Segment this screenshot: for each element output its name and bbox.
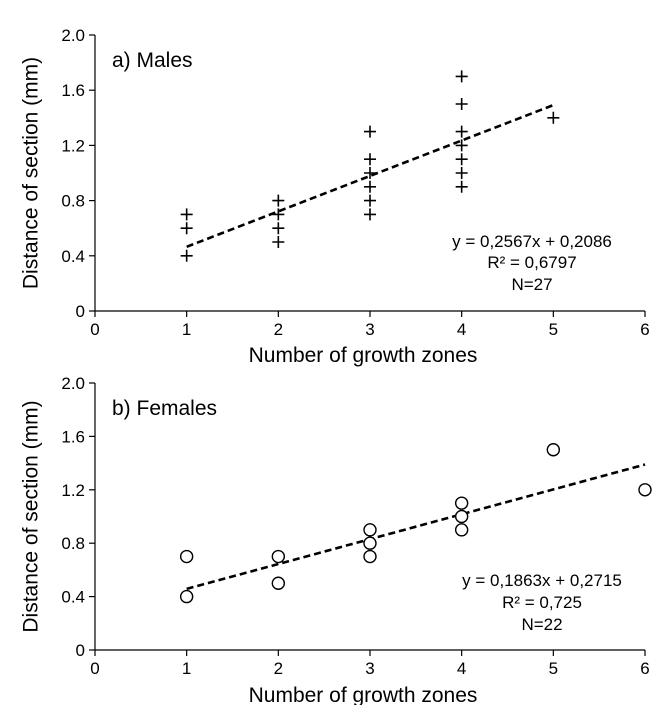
chart-panel-females: 0 1 2 3 4 5 6 0 0.4 0.8 1.2 1.6 2.0 Number of growth …	[20, 374, 652, 705]
y-axis-title: Distance of section (mm)	[20, 57, 43, 289]
x-tick-label: 4	[457, 320, 466, 339]
data-point-circle	[363, 536, 377, 550]
data-point-plus	[272, 222, 285, 235]
x-tick-label: 6	[640, 659, 649, 678]
y-axis-title: Distance of section (mm)	[20, 400, 43, 632]
x-tick-label: 3	[365, 659, 374, 678]
x-tick-label: 5	[549, 320, 558, 339]
data-point-plus	[180, 208, 193, 221]
data-point-plus	[455, 153, 468, 166]
data-point-circle	[454, 523, 469, 537]
data-point-plus	[455, 125, 468, 138]
x-tick-label: 0	[90, 320, 99, 339]
y-tick-label: 0	[76, 641, 85, 660]
y-tick-label: 2.0	[61, 26, 85, 45]
y-tick-label: 1.6	[61, 81, 85, 100]
y-tick-label: 0.4	[61, 247, 85, 266]
data-point-plus	[455, 180, 468, 193]
data-point-circle	[454, 509, 469, 524]
y-tick-label: 0.8	[61, 192, 85, 211]
data-point-plus	[364, 180, 376, 193]
regression-annotation: N=22	[521, 615, 562, 634]
y-tick-label: 2.0	[61, 374, 85, 393]
x-tick-label: 2	[274, 320, 283, 339]
data-point-circle	[271, 549, 286, 564]
data-point-plus	[272, 194, 285, 207]
data-point-plus	[364, 125, 376, 138]
x-tick-label: 1	[182, 659, 191, 678]
x-tick-label: 6	[640, 320, 649, 339]
panel-label: a) Males	[112, 49, 193, 72]
trend-line	[186, 463, 646, 591]
data-point-circle	[179, 549, 194, 564]
data-point-plus	[364, 208, 376, 221]
x-axis-title: Number of growth zones	[249, 344, 478, 367]
regression-annotation: R² = 0,6797	[487, 253, 576, 272]
regression-annotation: y = 0,1863x + 0,2715	[462, 571, 622, 590]
data-point-circle	[179, 589, 194, 604]
data-point-plus	[364, 194, 376, 207]
data-point-plus	[547, 111, 560, 124]
data-point-plus	[455, 70, 468, 83]
regression-annotation: N=27	[511, 275, 552, 294]
data-point-plus	[364, 153, 376, 166]
data-point-circle	[363, 549, 377, 564]
regression-annotation: R² = 0,725	[502, 593, 582, 612]
y-tick-label: 1.6	[61, 427, 85, 446]
data-point-circle	[454, 496, 469, 510]
y-tick-label: 0.8	[61, 534, 85, 553]
x-tick-label: 1	[182, 320, 191, 339]
data-point-circle	[363, 523, 377, 537]
panel-label: b) Females	[112, 397, 217, 420]
chart-panel-males: 0 1 2 3 4 5 6 0 0.4 0.8 1.2 1.6 2.0 Number of growth …	[20, 26, 650, 367]
data-point-plus	[180, 249, 193, 262]
data-point-plus	[364, 167, 376, 179]
data-point-circle	[271, 576, 286, 590]
data-point-circle	[546, 443, 561, 457]
data-point-plus	[272, 208, 285, 221]
y-tick-label: 0.4	[61, 588, 85, 607]
data-point-circle	[638, 483, 652, 497]
y-tick-label: 1.2	[61, 481, 85, 500]
y-tick-label: 0	[76, 302, 85, 321]
regression-annotation: y = 0,2567x + 0,2086	[452, 232, 612, 251]
data-point-plus	[272, 236, 285, 248]
data-point-plus	[180, 222, 193, 235]
x-axis-title: Number of growth zones	[249, 684, 478, 705]
x-tick-label: 0	[90, 659, 99, 678]
x-tick-label: 5	[549, 659, 558, 678]
data-point-plus	[455, 167, 468, 179]
x-tick-label: 2	[274, 659, 283, 678]
data-point-plus	[455, 98, 468, 110]
x-tick-label: 4	[457, 659, 466, 678]
y-tick-label: 1.2	[61, 136, 85, 155]
data-point-plus	[455, 139, 468, 152]
x-tick-label: 3	[365, 320, 374, 339]
